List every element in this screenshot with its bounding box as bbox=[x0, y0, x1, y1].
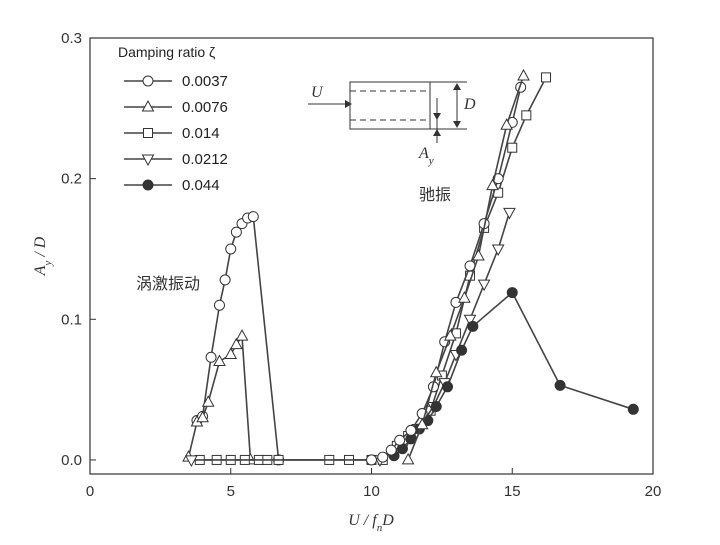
point-6-1 bbox=[415, 417, 429, 430]
inset-depth-label: D bbox=[463, 96, 476, 113]
point-6-7 bbox=[500, 118, 513, 130]
point-1-5 bbox=[224, 347, 238, 359]
series-4 bbox=[388, 287, 639, 462]
plot-frame bbox=[89, 37, 654, 475]
legend-label-1: 0.0076 bbox=[182, 99, 228, 116]
point-4-7 bbox=[456, 344, 468, 356]
point-2-20 bbox=[507, 142, 518, 153]
series-1 bbox=[182, 329, 257, 465]
point-4-8 bbox=[467, 320, 479, 332]
point-1-3 bbox=[201, 395, 215, 407]
y-tick-label-3: 0.3 bbox=[61, 30, 82, 47]
legend-label-3: 0.0212 bbox=[182, 151, 228, 168]
depth-arrow-down bbox=[453, 121, 461, 128]
flow-arrowhead bbox=[345, 100, 352, 108]
legend-marker-2 bbox=[143, 128, 153, 138]
series-line-2 bbox=[199, 77, 547, 461]
point-6-8 bbox=[517, 68, 530, 81]
point-3-9 bbox=[491, 244, 505, 257]
point-0-3 bbox=[213, 299, 225, 311]
y-tick-label-2: 0.2 bbox=[61, 171, 82, 188]
legend-marker-3 bbox=[141, 154, 155, 167]
annotation-galloping: 驰振 bbox=[419, 185, 451, 204]
series-6 bbox=[401, 68, 530, 465]
point-1-7 bbox=[235, 329, 249, 341]
amp-arrow-top bbox=[433, 113, 441, 120]
point-2-22 bbox=[541, 72, 552, 83]
y-axis-title: Ay / D bbox=[32, 236, 54, 276]
point-1-2 bbox=[196, 410, 209, 423]
legend-marker-0 bbox=[142, 75, 154, 87]
point-1-6 bbox=[230, 337, 243, 350]
amp-arrow-bottom bbox=[433, 129, 441, 136]
series-5 bbox=[366, 81, 527, 466]
x-tick-label-0: 0 bbox=[86, 483, 94, 500]
series-line-4 bbox=[393, 291, 634, 457]
point-3-7 bbox=[463, 314, 477, 327]
point-0-9 bbox=[247, 211, 259, 223]
point-6-3 bbox=[443, 329, 457, 341]
point-6-6 bbox=[486, 178, 499, 191]
inset-amplitude-label: Ay bbox=[418, 145, 434, 167]
series-layer bbox=[182, 68, 639, 467]
axis-ticks: 0 5 10 15 20 0.0 0.1 0.2 0.3 bbox=[61, 30, 661, 500]
x-axis-title: U / fnD bbox=[348, 512, 394, 534]
point-6-0 bbox=[401, 452, 415, 465]
point-5-3 bbox=[394, 434, 406, 446]
legend-marker-1 bbox=[141, 99, 155, 112]
y-tick-label-1: 0.1 bbox=[61, 311, 82, 328]
x-tick-label-3: 15 bbox=[504, 483, 521, 500]
inset-diagram bbox=[308, 81, 467, 143]
x-tick-label-1: 5 bbox=[227, 483, 235, 500]
point-4-11 bbox=[627, 403, 639, 415]
point-5-1 bbox=[377, 451, 389, 463]
point-5-4 bbox=[405, 424, 417, 436]
y-tick-label-0: 0.0 bbox=[61, 452, 82, 469]
point-4-5 bbox=[430, 400, 442, 412]
point-6-2 bbox=[429, 365, 443, 378]
point-2-21 bbox=[521, 110, 532, 121]
point-3-0 bbox=[184, 455, 198, 467]
depth-arrow-up bbox=[453, 83, 461, 90]
x-tick-label-2: 10 bbox=[363, 483, 380, 500]
point-6-4 bbox=[458, 291, 471, 303]
legend-label-2: 0.014 bbox=[182, 125, 220, 142]
legend-marker-4 bbox=[142, 179, 154, 191]
point-5-11 bbox=[492, 173, 504, 185]
inset-flow-label: U bbox=[311, 84, 324, 101]
point-3-8 bbox=[477, 279, 491, 292]
point-4-10 bbox=[554, 379, 566, 391]
legend-label-0: 0.0037 bbox=[182, 73, 228, 90]
point-0-4 bbox=[219, 274, 231, 286]
series-2 bbox=[194, 72, 552, 465]
point-4-6 bbox=[442, 381, 454, 393]
point-0-2 bbox=[205, 351, 217, 363]
point-3-10 bbox=[503, 207, 516, 220]
series-line-5 bbox=[371, 87, 522, 461]
point-4-9 bbox=[506, 287, 518, 299]
legend-items: 0.0037 0.0076 0.014 0.0212 0.044 bbox=[124, 73, 228, 194]
point-0-6 bbox=[230, 226, 242, 238]
point-5-2 bbox=[385, 444, 397, 456]
x-tick-label-4: 20 bbox=[645, 483, 662, 500]
point-6-5 bbox=[472, 248, 485, 261]
annotation-viv: 涡激振动 bbox=[136, 274, 200, 293]
section-rect bbox=[349, 81, 431, 130]
point-1-4 bbox=[213, 354, 226, 366]
point-0-5 bbox=[225, 243, 237, 255]
legend-title: Damping ratio ζ bbox=[118, 44, 215, 60]
legend-label-4: 0.044 bbox=[182, 177, 220, 194]
point-5-0 bbox=[366, 454, 377, 466]
legend: Damping ratio ζ 0.00370.00760.0140.02120… bbox=[118, 44, 228, 194]
